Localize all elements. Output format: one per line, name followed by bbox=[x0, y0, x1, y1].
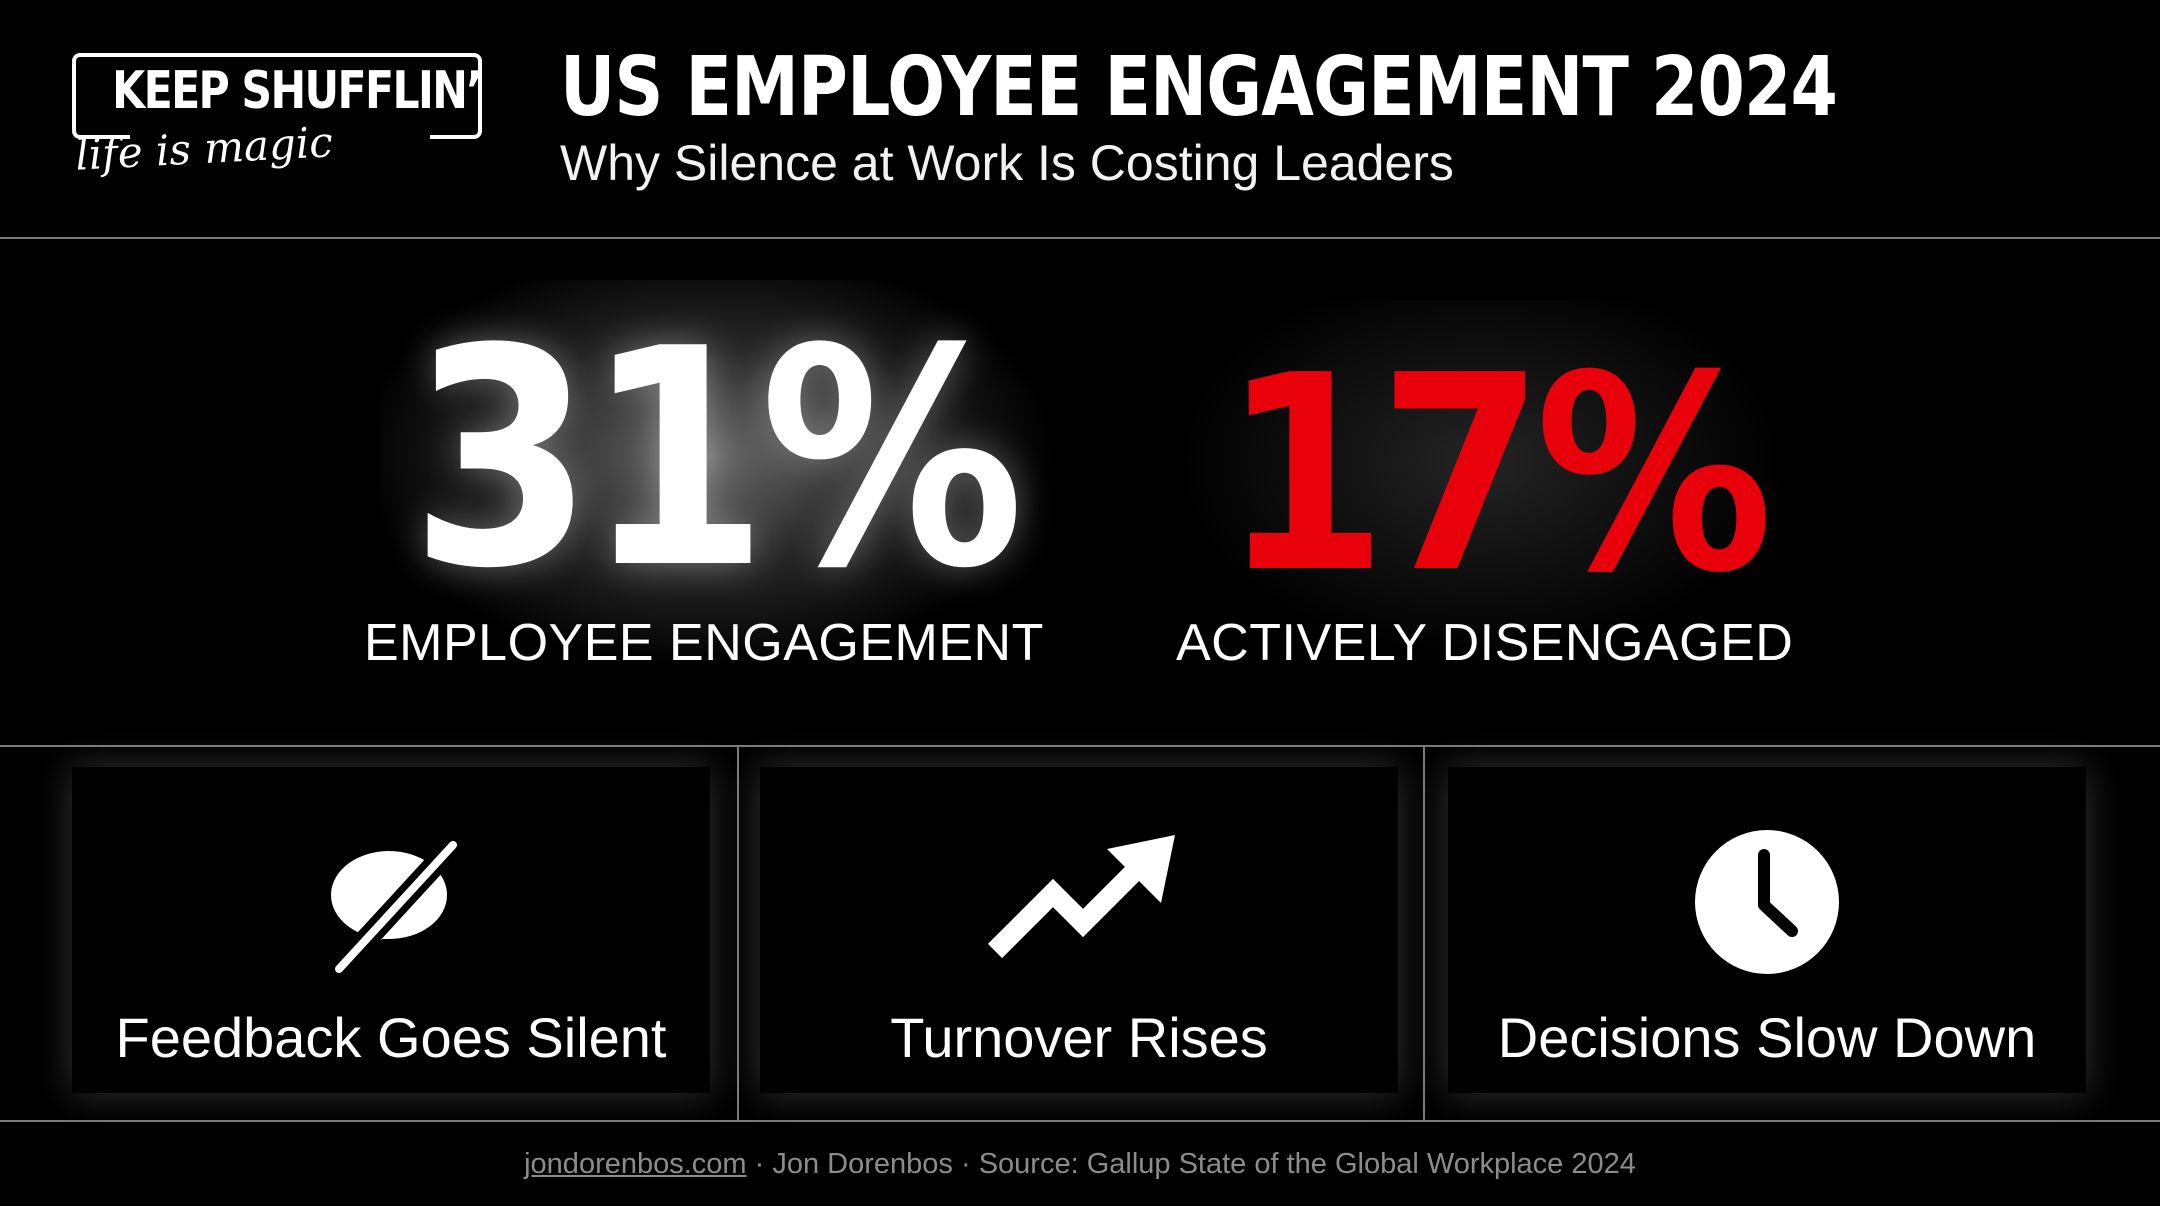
logo-tagline-backdrop bbox=[130, 126, 430, 170]
card-feedback-caption: Feedback Goes Silent bbox=[115, 1006, 667, 1069]
page-subtitle: Why Silence at Work Is Costing Leaders bbox=[560, 135, 1454, 191]
engagement-value: 31% bbox=[410, 285, 1024, 634]
impact-cards: Feedback Goes Silent Turnover Rises Deci… bbox=[0, 745, 2160, 1120]
trending-up-icon bbox=[979, 827, 1179, 972]
header-divider bbox=[0, 237, 2160, 239]
clock-icon bbox=[1692, 827, 1842, 982]
disengaged-glow bbox=[1170, 300, 1790, 660]
logo-wordmark: KEEP SHUFFLIN’ bbox=[112, 61, 482, 121]
card-decisions-caption: Decisions Slow Down bbox=[1497, 1006, 2037, 1069]
stats-section: 31% 17% EMPLOYEE ENGAGEMENT ACTIVELY DIS… bbox=[0, 240, 2160, 745]
card-divider bbox=[1423, 745, 1425, 1120]
engagement-label: EMPLOYEE ENGAGEMENT bbox=[364, 614, 1044, 672]
footer: jondorenbos.com · Jon Dorenbos · Source:… bbox=[0, 1148, 2160, 1181]
page-title: US EMPLOYEE ENGAGEMENT 2024 bbox=[560, 40, 1838, 135]
footer-divider bbox=[0, 1120, 2160, 1122]
footer-credit: · Jon Dorenbos · Source: Gallup State of… bbox=[746, 1148, 1636, 1180]
website-link[interactable]: jondorenbos.com bbox=[524, 1148, 747, 1180]
disengaged-value: 17% bbox=[1222, 317, 1773, 632]
logo-tagline: life is magic bbox=[74, 117, 334, 180]
engagement-glow bbox=[380, 280, 1060, 670]
disengaged-label: ACTIVELY DISENGAGED bbox=[1176, 614, 1794, 672]
card-decisions: Decisions Slow Down bbox=[1448, 767, 2086, 1093]
no-chat-icon bbox=[311, 827, 471, 992]
header: KEEP SHUFFLIN’ life is magic US EMPLOYEE… bbox=[0, 0, 2160, 238]
card-divider bbox=[737, 745, 739, 1120]
stats-divider bbox=[0, 745, 2160, 747]
card-turnover-caption: Turnover Rises bbox=[890, 1006, 1268, 1069]
card-feedback: Feedback Goes Silent bbox=[72, 767, 710, 1093]
card-turnover: Turnover Rises bbox=[760, 767, 1398, 1093]
